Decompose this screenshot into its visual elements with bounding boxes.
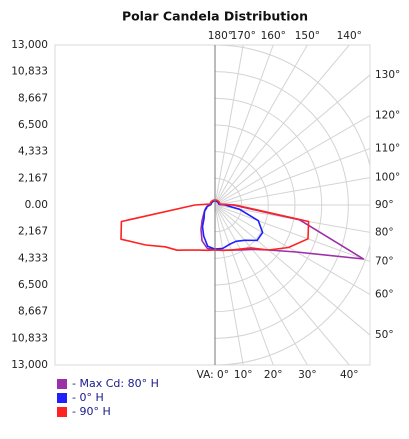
theta-tick-label: 10°	[234, 369, 253, 381]
r-tick-label: 6,500	[18, 279, 48, 291]
r-tick-label: 10,833	[11, 66, 48, 78]
theta-tick-label: 30°	[298, 369, 317, 381]
grid	[214, 45, 370, 365]
plot-frame	[54, 44, 371, 366]
grid-spoke	[214, 204, 370, 295]
r-tick-label: 8,667	[18, 306, 48, 318]
theta-tick-label: 70°	[375, 255, 394, 267]
legend-label: - 0° H	[72, 391, 104, 404]
theta-tick-label: 120°	[375, 110, 400, 122]
labels: 0.00 2,167 2,167 4,333 4,333 6,500 6,500 8,667 8…	[11, 30, 400, 418]
grid-spoke	[214, 204, 274, 365]
grid-spoke	[214, 204, 244, 365]
grid-spoke	[214, 115, 370, 206]
legend-label: - Max Cd: 80° H	[72, 377, 159, 390]
grid-spoke	[214, 177, 370, 206]
theta-tick-label: 60°	[375, 288, 394, 300]
grid-spoke	[214, 45, 350, 206]
r-tick-label: 13,000	[11, 39, 48, 51]
grid-spoke	[214, 204, 350, 365]
theta-tick-label: 110°	[375, 143, 400, 155]
grid-spoke	[214, 204, 308, 365]
theta-tick-label: 180°	[208, 30, 233, 42]
legend-swatch	[57, 379, 67, 389]
grid-spoke	[214, 45, 244, 206]
r-tick-label: 13,000	[11, 359, 48, 371]
theta-tick-label: 170°	[231, 30, 256, 42]
theta-tick-label: 20°	[264, 369, 283, 381]
legend-swatch	[57, 393, 67, 403]
grid-arc	[214, 45, 370, 365]
legend-swatch	[57, 407, 67, 417]
theta-tick-label: 90°	[375, 199, 394, 211]
grid-spoke	[214, 204, 370, 262]
chart-title: Polar Candela Distribution	[122, 9, 308, 24]
plot	[120, 199, 365, 260]
r-tick-label: 2,167	[18, 226, 48, 238]
theta-tick-label: 160°	[261, 30, 286, 42]
grid-spoke	[214, 45, 308, 206]
r-tick-label: 10,833	[11, 332, 48, 344]
theta-tick-label: 50°	[375, 329, 394, 341]
legend-label: - 90° H	[72, 405, 111, 418]
r-tick-label: 4,333	[18, 146, 48, 158]
r-tick-label: 4,333	[18, 252, 48, 264]
r-tick-label: 0.00	[25, 199, 48, 211]
theta-tick-label: 80°	[375, 226, 394, 238]
r-tick-label: 6,500	[18, 119, 48, 131]
theta-tick-label: 100°	[375, 172, 400, 184]
theta-tick-label: 150°	[295, 30, 320, 42]
theta-tick-label: 130°	[375, 69, 400, 81]
theta-tick-label: 140°	[337, 30, 362, 42]
grid-spoke	[214, 45, 274, 206]
r-tick-label: 8,667	[18, 92, 48, 104]
theta-tick-label: VA: 0°	[197, 369, 229, 381]
r-tick-label: 2,167	[18, 172, 48, 184]
grid-spoke	[214, 148, 370, 206]
grid-spoke	[214, 204, 370, 336]
theta-tick-label: 40°	[340, 369, 359, 381]
grid-spoke	[214, 74, 370, 206]
